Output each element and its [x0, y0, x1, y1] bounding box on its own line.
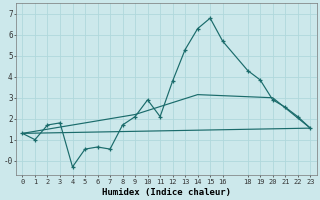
X-axis label: Humidex (Indice chaleur): Humidex (Indice chaleur): [102, 188, 231, 197]
